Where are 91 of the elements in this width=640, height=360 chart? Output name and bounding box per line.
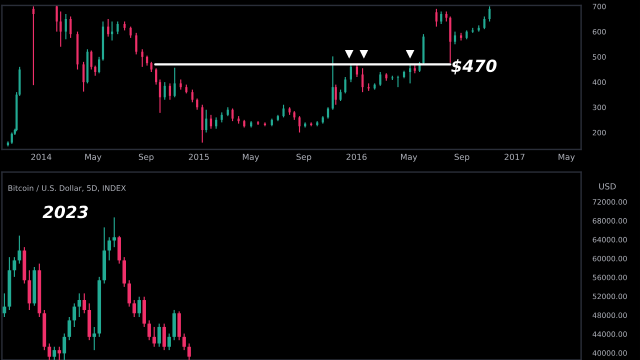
candlestick xyxy=(70,16,72,38)
x-tick-label: 2015 xyxy=(188,154,209,160)
candlestick xyxy=(62,333,66,360)
candlestick xyxy=(98,56,100,74)
candlestick xyxy=(182,333,186,351)
candlestick xyxy=(409,64,412,84)
candlestick xyxy=(180,78,182,90)
candlestick xyxy=(435,8,438,28)
candlestick xyxy=(164,82,166,100)
candlestick xyxy=(440,10,442,25)
candlestick xyxy=(174,67,176,98)
candlestick xyxy=(282,104,285,118)
candlestick xyxy=(116,20,119,35)
x-tick-label: May xyxy=(85,154,102,162)
candlestick xyxy=(60,10,62,48)
candlestick xyxy=(82,61,85,92)
candlestick xyxy=(445,10,448,22)
candlestick xyxy=(82,292,86,314)
candlestick xyxy=(48,342,52,360)
candlestick xyxy=(142,296,146,328)
candlestick xyxy=(107,18,110,38)
candlestick xyxy=(152,326,156,348)
candlestick xyxy=(220,112,223,123)
candlestick xyxy=(78,292,82,318)
candlestick xyxy=(72,302,76,328)
candlestick xyxy=(28,270,32,311)
candlestick xyxy=(92,326,96,351)
candlestick xyxy=(90,50,92,70)
candlestick xyxy=(147,320,151,341)
candlestick xyxy=(350,64,352,83)
candlestick xyxy=(52,346,56,360)
candlestick xyxy=(326,106,330,120)
candlestick xyxy=(172,309,176,341)
candlestick xyxy=(201,104,204,144)
candlestick xyxy=(177,310,181,341)
candlestick xyxy=(157,323,161,348)
candlestick xyxy=(132,299,136,318)
candlestick xyxy=(344,76,346,94)
candlestick xyxy=(472,27,474,34)
x-tick-label: 2014 xyxy=(31,154,52,160)
candlestick xyxy=(196,98,198,110)
candlestick xyxy=(488,6,491,22)
candlestick xyxy=(18,235,22,264)
candlestick xyxy=(58,346,62,360)
candlestick xyxy=(68,316,72,341)
annotation: $470 xyxy=(451,59,497,74)
x-tick-label: Sep xyxy=(296,154,312,162)
candlestick xyxy=(210,114,212,130)
candlestick xyxy=(332,56,334,110)
candlestick xyxy=(162,323,166,351)
candlestick xyxy=(32,6,35,86)
candlestick xyxy=(379,71,382,86)
candlestick xyxy=(130,26,132,38)
candlestick xyxy=(191,89,194,103)
candlestick xyxy=(118,235,122,264)
x-tick-label: Sep xyxy=(138,154,154,162)
candlestick xyxy=(56,5,58,32)
candlestick xyxy=(137,296,141,318)
candlestick xyxy=(155,68,158,86)
candlestick xyxy=(135,32,138,55)
annotation: 2023 xyxy=(42,206,88,218)
candlestick xyxy=(483,16,486,30)
candlestick xyxy=(94,65,96,76)
candlestick xyxy=(356,64,358,78)
candlestick xyxy=(12,256,16,278)
candlestick xyxy=(2,292,6,318)
candlestick xyxy=(108,236,112,261)
candlestick xyxy=(396,75,400,88)
candlestick xyxy=(334,84,337,106)
x-tick-label: May xyxy=(242,154,260,162)
candlestick xyxy=(205,109,208,134)
candlestick xyxy=(110,20,114,42)
x-tick-label: May xyxy=(400,154,418,162)
candlestick xyxy=(122,256,126,288)
candlestick xyxy=(158,78,162,114)
candlestick xyxy=(141,48,144,68)
x-tick-label: Sep xyxy=(454,154,470,162)
candlestick xyxy=(64,13,67,40)
candlestick xyxy=(112,216,116,248)
candlestick xyxy=(187,342,191,360)
candlestick xyxy=(361,68,364,93)
x-tick-label: May xyxy=(558,154,575,162)
x-tick-label: 2017 xyxy=(504,154,524,160)
candlestick xyxy=(167,333,171,351)
candlestick xyxy=(449,16,452,64)
candlestick xyxy=(168,82,172,100)
y-axis-title: USD xyxy=(599,183,616,190)
x-tick-label: 2016 xyxy=(346,154,367,160)
candlestick xyxy=(150,61,152,73)
candlestick xyxy=(127,280,131,308)
candlestick xyxy=(339,89,342,102)
